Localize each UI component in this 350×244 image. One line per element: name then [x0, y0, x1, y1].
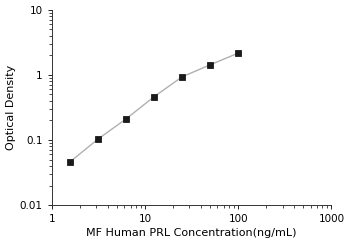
- Y-axis label: Optical Density: Optical Density: [6, 65, 15, 150]
- X-axis label: MF Human PRL Concentration(ng/mL): MF Human PRL Concentration(ng/mL): [86, 228, 297, 238]
